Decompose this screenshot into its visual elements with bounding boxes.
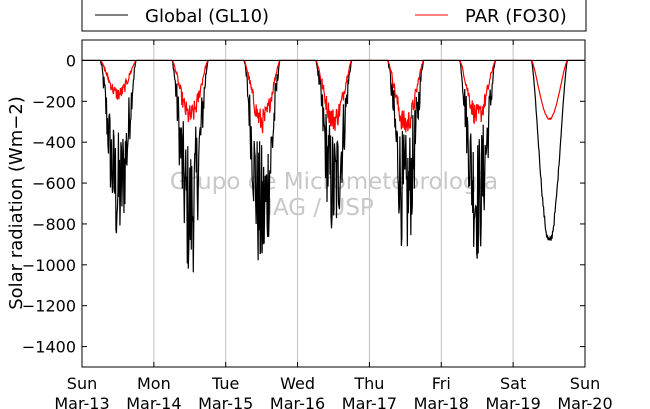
x-tick-label-date: Mar-16	[270, 394, 325, 409]
x-tick-label-date: Mar-20	[557, 394, 612, 409]
watermark-line-2: IAG / USP	[266, 195, 374, 221]
x-tick-label-day: Mon	[137, 374, 171, 393]
y-tick-label: −1200	[22, 297, 76, 316]
y-axis: 0 −200 −400 −600 −800 −1000 −1200 −1400	[22, 51, 585, 357]
legend-box	[81, 0, 587, 32]
x-tick-label-date: Mar-17	[342, 394, 397, 409]
series-line-par	[82, 59, 585, 134]
legend-label-par: PAR (FO30)	[465, 6, 567, 27]
x-tick-label-day: Sat	[500, 374, 526, 393]
x-tick-label-day: Sun	[67, 374, 97, 393]
y-tick-label: −200	[32, 92, 76, 111]
x-tick-label-date: Mar-18	[414, 394, 469, 409]
x-tick-label-day: Thu	[353, 374, 384, 393]
y-tick-label: −1000	[22, 256, 76, 275]
grid	[153, 40, 514, 367]
x-tick-label-day: Tue	[211, 374, 239, 393]
series-group	[82, 59, 585, 273]
series-line-global	[82, 59, 585, 273]
x-tick-label-date: Mar-15	[198, 394, 253, 409]
plot-frame	[81, 39, 586, 368]
x-tick-label-date: Mar-19	[485, 394, 540, 409]
y-tick-label: −800	[32, 215, 76, 234]
x-tick-label-day: Wed	[280, 374, 315, 393]
y-tick-label: −400	[32, 133, 76, 152]
legend: Global (GL10) PAR (FO30)	[81, 0, 587, 32]
legend-label-global: Global (GL10)	[145, 6, 269, 27]
y-tick-label: 0	[66, 51, 76, 70]
y-tick-label: −1400	[22, 338, 76, 357]
x-tick-label-date: Mar-14	[126, 394, 181, 409]
y-axis-label: Solar radiation (Wm−2)	[6, 96, 27, 310]
x-tick-label-day: Sun	[570, 374, 600, 393]
x-axis: SunMar-13MonMar-14TueMar-15WedMar-16ThuM…	[54, 40, 613, 409]
x-tick-label-date: Mar-13	[54, 394, 109, 409]
x-tick-label-day: Fri	[432, 374, 451, 393]
y-tick-label: −600	[32, 174, 76, 193]
